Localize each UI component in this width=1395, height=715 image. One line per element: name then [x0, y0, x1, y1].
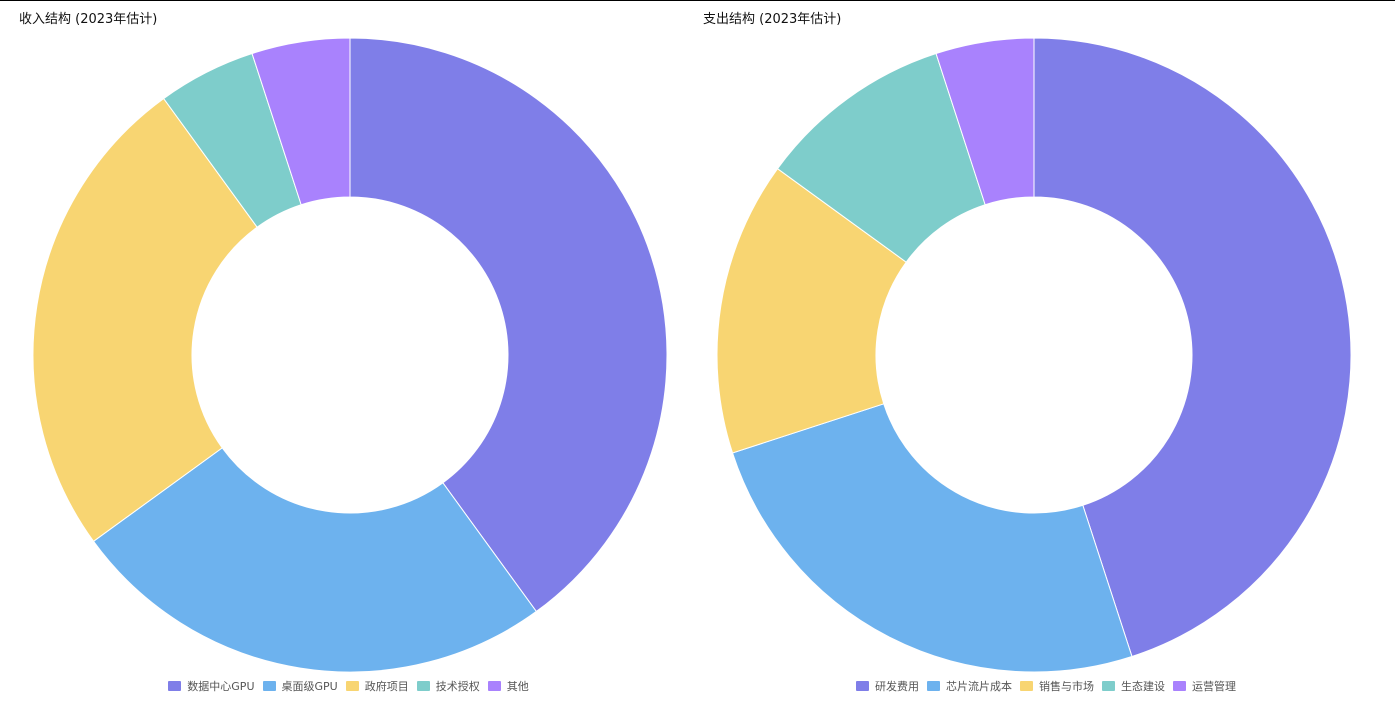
expense-donut-chart	[716, 37, 1352, 673]
legend-swatch	[416, 681, 430, 691]
top-border-line	[0, 0, 1395, 1]
legend-label: 桌面级GPU	[281, 680, 338, 693]
legend-label: 芯片流片成本	[946, 680, 1012, 693]
legend-item[interactable]: 研发费用	[856, 678, 919, 694]
legend-item[interactable]: 技术授权	[416, 678, 480, 694]
donut-slice-2[interactable]	[92, 447, 538, 673]
legend-item[interactable]: 政府项目	[345, 678, 409, 694]
legend-label: 生态建设	[1121, 680, 1165, 693]
legend-swatch	[345, 681, 359, 691]
legend-swatch	[487, 681, 501, 691]
legend-label: 其他	[506, 680, 529, 693]
legend-label: 数据中心GPU	[187, 680, 255, 693]
expense-chart-panel: 支出结构 (2023年估计) 研发费用 芯片流片成本 销售与市场 生态建设 运营管理	[697, 0, 1395, 715]
legend-label: 研发费用	[875, 680, 919, 693]
legend-swatch	[927, 681, 940, 691]
legend-swatch	[262, 681, 276, 691]
chart-title: 收入结构 (2023年估计)	[19, 12, 158, 27]
legend-item[interactable]: 其他	[487, 678, 529, 694]
legend-item[interactable]: 销售与市场	[1020, 678, 1094, 694]
income-donut-chart	[32, 37, 668, 673]
donut-slice-2[interactable]	[731, 403, 1133, 673]
income-chart-panel: 收入结构 (2023年估计) 数据中心GPU 桌面级GPU 政府项目 技术授权 其他	[0, 0, 697, 715]
legend-item[interactable]: 芯片流片成本	[927, 678, 1012, 694]
donut-slice-3[interactable]	[32, 97, 258, 543]
legend-item[interactable]: 数据中心GPU	[168, 678, 255, 694]
legend-item[interactable]: 桌面级GPU	[262, 678, 338, 694]
legend-swatch	[856, 681, 869, 691]
legend-swatch	[1020, 681, 1033, 691]
donut-slice-3[interactable]	[716, 167, 907, 454]
legend-swatch	[1102, 681, 1115, 691]
legend-label: 技术授权	[435, 680, 480, 693]
legend-item[interactable]: 生态建设	[1102, 678, 1165, 694]
legend-swatch	[1173, 681, 1186, 691]
donut-slice-1[interactable]	[349, 37, 668, 613]
legend-label: 政府项目	[364, 680, 409, 693]
legend-label: 销售与市场	[1039, 680, 1094, 693]
chart-legend: 研发费用 芯片流片成本 销售与市场 生态建设 运营管理	[697, 678, 1395, 694]
legend-item[interactable]: 运营管理	[1173, 678, 1236, 694]
legend-swatch	[168, 681, 182, 691]
legend-label: 运营管理	[1192, 680, 1236, 693]
donut-slice-5[interactable]	[251, 37, 351, 206]
chart-title: 支出结构 (2023年估计)	[703, 12, 842, 27]
donut-slice-5[interactable]	[935, 37, 1035, 206]
donut-slice-1[interactable]	[1033, 37, 1352, 658]
chart-legend: 数据中心GPU 桌面级GPU 政府项目 技术授权 其他	[0, 678, 697, 694]
